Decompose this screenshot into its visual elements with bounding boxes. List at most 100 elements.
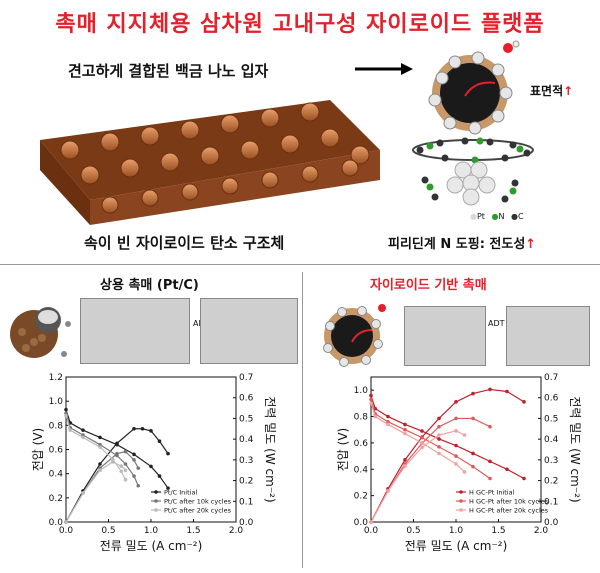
voltage-line: [65, 413, 139, 486]
tem-image-ptc-after: [200, 298, 298, 364]
power-point: [140, 426, 145, 431]
power-point: [488, 424, 492, 429]
x-tick-label: 0.5: [101, 526, 115, 536]
voltage-point: [488, 459, 492, 464]
y2-tick-label: 0.6: [544, 394, 559, 404]
y-tick-label: 1.0: [354, 386, 369, 396]
atom-legend: ●Pt ●N ●C: [470, 212, 524, 221]
power-point: [437, 416, 441, 421]
voltage-point: [81, 428, 85, 432]
legend-label: Pt/C after 10k cycles: [164, 498, 232, 506]
voltage-point: [132, 474, 136, 478]
tem-image-gyroid-before: [404, 306, 486, 366]
voltage-point: [522, 476, 526, 481]
voltage-line: [370, 403, 465, 473]
y-tick-label: 0.4: [354, 465, 369, 475]
power-point: [471, 391, 475, 396]
gyroid-structure-illustration: [40, 100, 380, 225]
x-tick-label: 0.0: [59, 526, 74, 536]
y-tick-label: 0.2: [354, 492, 368, 502]
x-tick-label: 1.5: [186, 526, 200, 536]
voltage-point: [403, 422, 407, 427]
power-point: [403, 464, 407, 468]
arrow-up-icon: ↑: [525, 237, 537, 252]
tem-image-gyroid-after: [506, 306, 590, 366]
voltage-point: [110, 457, 115, 461]
c-atom-icon: ●: [511, 212, 518, 221]
voltage-point: [123, 477, 128, 482]
y-tick-label: 0.0: [354, 518, 369, 528]
voltage-point: [369, 393, 373, 398]
horizontal-divider: [0, 264, 600, 265]
voltage-point: [64, 413, 68, 418]
voltage-point: [488, 476, 492, 481]
power-point: [471, 416, 475, 421]
voltage-point: [437, 437, 441, 441]
voltage-point: [64, 407, 68, 412]
voltage-point: [149, 464, 153, 469]
y2-tick-label: 0.0: [239, 518, 254, 528]
voltage-point: [505, 467, 509, 472]
y2-axis-label: 전력 밀도 (W cm⁻²): [263, 396, 277, 502]
x-tick-label: 1.0: [449, 526, 464, 536]
y2-tick-label: 0.7: [239, 373, 253, 383]
legend-marker: [154, 508, 158, 512]
left-panel-title: 상용 촉매 (Pt/C): [100, 278, 199, 293]
legend-label: H GC-Pt after 20k cycles: [469, 507, 549, 515]
power-point: [454, 400, 458, 404]
power-line: [370, 388, 525, 523]
power-point: [115, 451, 119, 456]
legend-marker: [154, 490, 158, 494]
power-point: [437, 424, 441, 429]
y-tick-label: 1.2: [49, 373, 63, 383]
power-point: [110, 460, 115, 464]
voltage-point: [123, 462, 128, 466]
x-axis-label: 전류 밀도 (A cm⁻²): [405, 539, 508, 553]
particle-caption: 견고하게 결합된 백금 나노 입자: [68, 62, 269, 80]
voltage-point: [386, 422, 390, 427]
voltage-point: [420, 441, 424, 445]
power-point: [115, 441, 119, 446]
voltage-point: [119, 469, 124, 474]
y-axis-label: 전압 (V): [336, 428, 350, 471]
right-panel-title: 자이로이드 기반 촉매: [370, 278, 487, 293]
y2-tick-label: 0.5: [544, 414, 558, 424]
voltage-point: [68, 428, 73, 432]
y-tick-label: 0.0: [49, 518, 64, 528]
y-axis-label: 전압 (V): [31, 428, 45, 471]
legend-label: H GC-Pt after 10k cycles: [469, 498, 549, 506]
voltage-point: [462, 470, 467, 474]
y2-tick-label: 0.7: [544, 373, 558, 383]
voltage-point: [403, 431, 407, 436]
vertical-divider: [302, 272, 303, 568]
voltage-point: [437, 451, 441, 456]
power-point: [437, 433, 441, 437]
power-point: [136, 466, 141, 470]
y-tick-label: 0.8: [354, 413, 369, 423]
legend-marker: [459, 508, 463, 512]
pt-atom-icon: ●: [470, 212, 477, 221]
voltage-point: [454, 462, 458, 466]
voltage-point: [471, 464, 475, 469]
y2-tick-label: 0.3: [544, 456, 558, 466]
voltage-point: [386, 420, 390, 424]
power-point: [98, 468, 102, 473]
y2-tick-label: 0.2: [544, 477, 558, 487]
tem-image-ptc-before: [80, 298, 190, 364]
voltage-point: [136, 483, 141, 488]
n-doped-carbon-model: [412, 137, 534, 206]
legend-label: Pt/C after 20k cycles: [164, 507, 232, 515]
power-point: [123, 468, 128, 473]
voltage-point: [369, 397, 373, 402]
x-axis-label: 전류 밀도 (A cm⁻²): [100, 539, 203, 553]
power-point: [149, 429, 153, 433]
power-point: [64, 520, 68, 524]
power-point: [123, 449, 128, 454]
y2-tick-label: 0.1: [544, 497, 558, 507]
catalyst-particle-illustration: [428, 40, 520, 135]
voltage-point: [373, 414, 378, 419]
power-point: [462, 433, 467, 437]
gyroid-catalyst-illustration: [323, 304, 386, 367]
power-point: [81, 491, 85, 495]
voltage-point: [386, 414, 390, 419]
